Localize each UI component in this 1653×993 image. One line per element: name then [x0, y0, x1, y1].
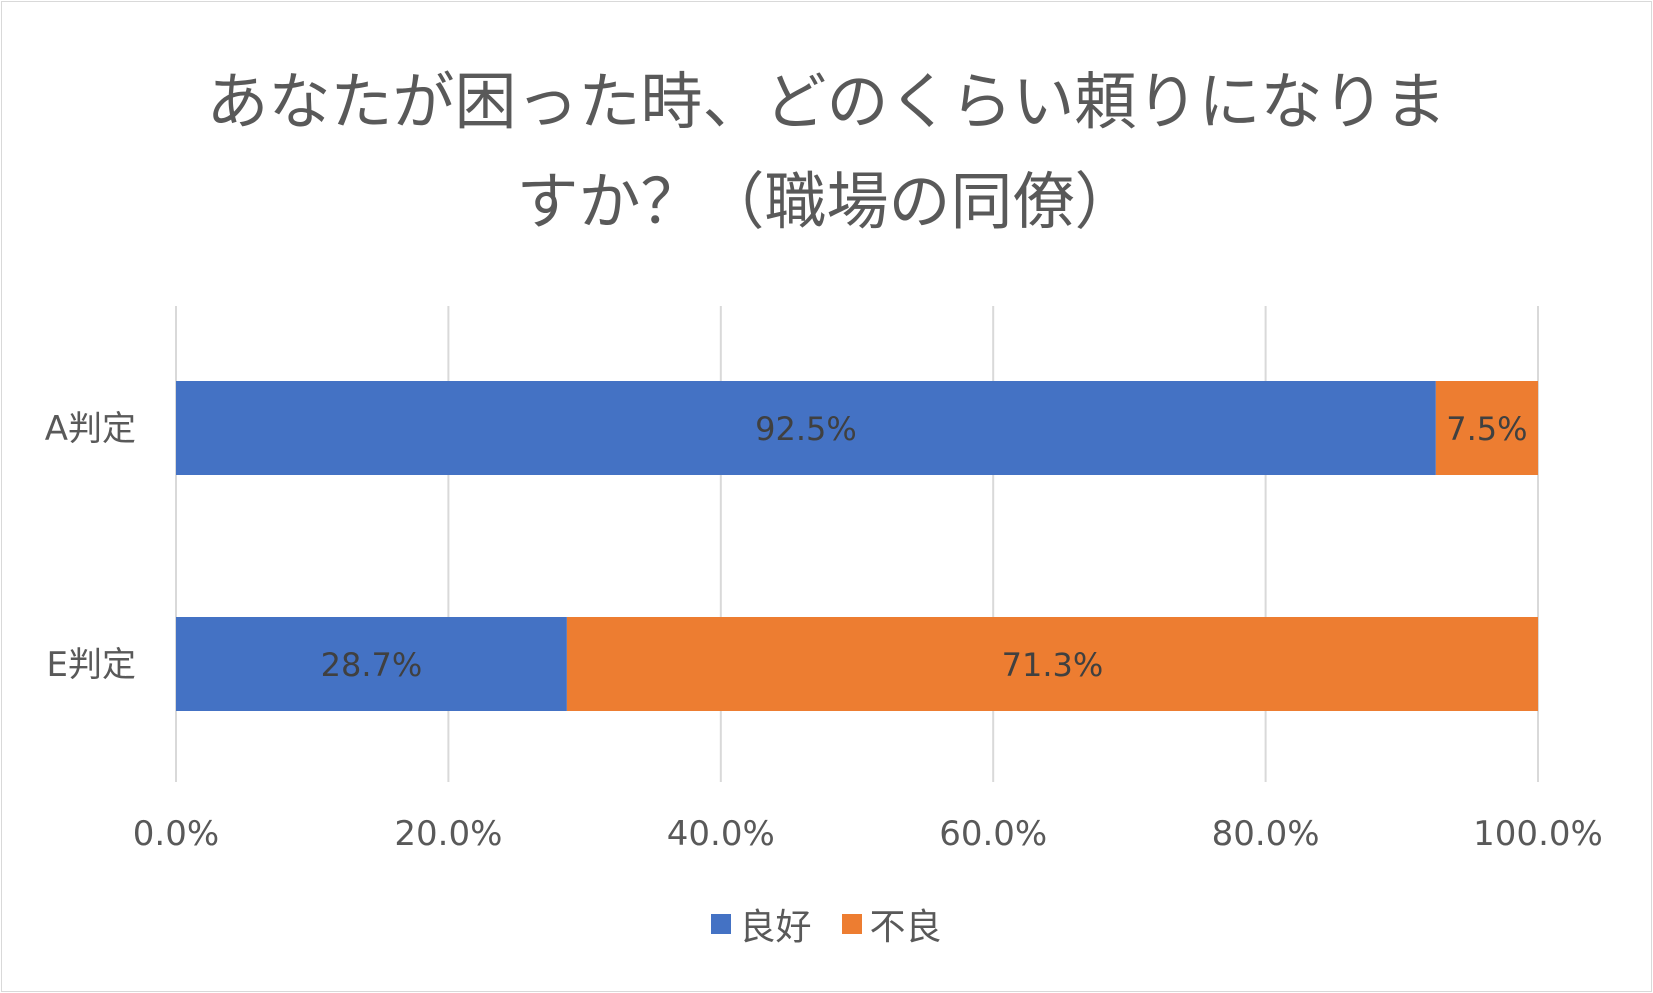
bar-segment: [1435, 381, 1538, 475]
chart-title: あなたが困った時、どのくらい頼りになりま すか？（職場の同僚）: [0, 52, 1653, 252]
legend-swatch-good: [711, 914, 732, 934]
legend-label-good: 良好: [739, 907, 812, 948]
x-tick-label: 60.0%: [939, 814, 1047, 854]
bar-segment: [176, 617, 567, 711]
category-label: A判定: [45, 409, 136, 449]
x-tick-label: 80.0%: [1212, 814, 1320, 854]
bar-segment: [176, 381, 1436, 475]
data-label: 28.7%: [321, 646, 423, 684]
legend-item-good: 良好: [711, 898, 812, 950]
x-tick-label: 40.0%: [667, 814, 775, 854]
x-tick-label: 100.0%: [1473, 814, 1603, 854]
x-tick-label: 20.0%: [394, 814, 502, 854]
x-tick-label: 0.0%: [133, 814, 219, 854]
legend-label-bad: 不良: [869, 907, 942, 948]
chart-title-line-2: すか？（職場の同僚）: [516, 165, 1137, 238]
data-label: 7.5%: [1446, 410, 1527, 448]
legend: 良好 不良: [0, 898, 1653, 950]
data-label: 92.5%: [755, 410, 857, 448]
legend-item-bad: 不良: [841, 898, 942, 950]
chart-title-line-1: あなたが困った時、どのくらい頼りになりま: [206, 65, 1447, 138]
category-label: E判定: [47, 645, 136, 685]
legend-swatch-bad: [841, 914, 862, 934]
bar-segment: [566, 617, 1538, 711]
data-label: 71.3%: [1002, 646, 1104, 684]
